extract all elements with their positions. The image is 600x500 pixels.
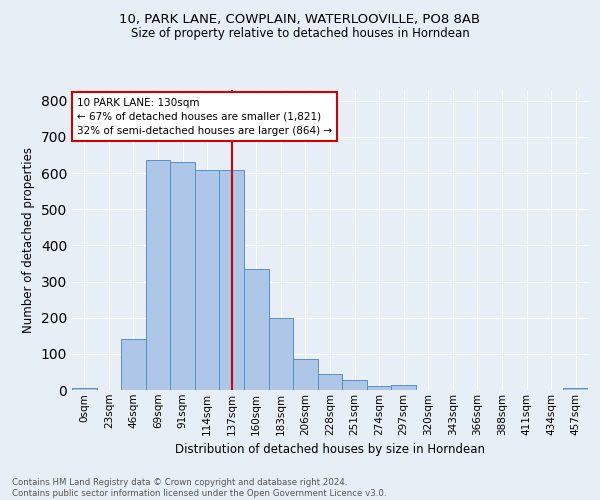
Bar (170, 162, 195, 390)
Bar (293, 360, 318, 390)
Bar (121, 338, 146, 390)
Bar (563, 388, 588, 390)
Bar (72, 388, 97, 390)
Bar (367, 386, 391, 390)
Bar (146, 160, 170, 390)
Bar (342, 380, 367, 390)
Bar (318, 374, 342, 390)
Bar (220, 170, 244, 390)
Text: Contains HM Land Registry data © Crown copyright and database right 2024.
Contai: Contains HM Land Registry data © Crown c… (12, 478, 386, 498)
Bar (244, 269, 269, 390)
Text: 10, PARK LANE, COWPLAIN, WATERLOOVILLE, PO8 8AB: 10, PARK LANE, COWPLAIN, WATERLOOVILLE, … (119, 12, 481, 26)
Y-axis label: Number of detached properties: Number of detached properties (22, 147, 35, 333)
Bar (195, 170, 220, 390)
Text: Distribution of detached houses by size in Horndean: Distribution of detached houses by size … (175, 442, 485, 456)
Bar (269, 318, 293, 390)
Text: Size of property relative to detached houses in Horndean: Size of property relative to detached ho… (131, 28, 469, 40)
Bar (391, 386, 416, 390)
Text: 10 PARK LANE: 130sqm
← 67% of detached houses are smaller (1,821)
32% of semi-de: 10 PARK LANE: 130sqm ← 67% of detached h… (77, 98, 332, 136)
